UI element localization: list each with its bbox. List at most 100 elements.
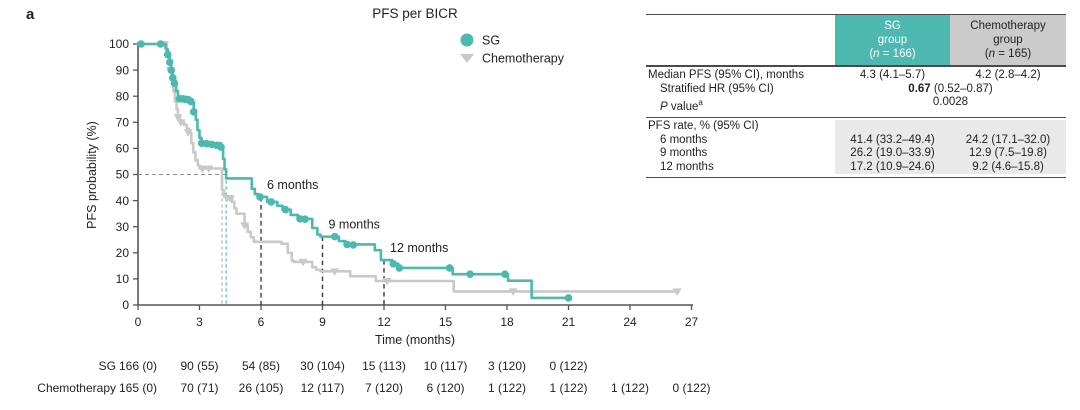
header-sg-group: SG group (n = 166)	[835, 15, 950, 65]
results-table-rate-section: PFS rate, % (95% CI) 6 months 41.4 (33.2…	[646, 117, 1066, 177]
pfs-rate-9mo-row: 9 months 26.2 (19.0–33.9) 12.9 (7.5–19.8…	[646, 147, 1066, 161]
results-table: SG group (n = 166) Chemotherapy group (n…	[646, 14, 1066, 179]
censor-mark-triangle	[382, 277, 392, 286]
censor-mark-circle	[389, 259, 398, 268]
x-tick-label: 12	[377, 315, 391, 329]
p-value-value: 0.0028	[932, 96, 969, 108]
x-tick-label: 0	[135, 315, 142, 329]
sg-group-line1: SG	[884, 20, 901, 32]
chemo-group-line1: Chemotherapy	[970, 20, 1046, 32]
km-curve-chemotherapy	[136, 42, 680, 293]
pfs-rate-12mo-row: 12 months 17.2 (10.9–24.6) 9.2 (4.6–15.8…	[646, 160, 1066, 175]
pfs-rate-6mo-label: 6 months	[660, 133, 708, 146]
legend: SG Chemotherapy	[460, 33, 565, 66]
at-risk-value: 54 (85)	[242, 359, 280, 373]
y-tick-label: 30	[116, 220, 130, 234]
x-tick-label: 9	[319, 315, 326, 329]
pfs-rate-9mo-label: 9 months	[660, 147, 708, 160]
x-tick-label: 3	[196, 315, 203, 329]
chart-title: PFS per BICR	[372, 6, 458, 21]
landmark-label: 6 months	[267, 178, 318, 192]
pfs-rate-12mo-chemo: 9.2 (4.6–15.8)	[950, 160, 1066, 175]
x-tick-label: 15	[439, 315, 453, 329]
censor-mark-circle	[395, 264, 404, 272]
at-risk-value: 1 (122)	[488, 381, 526, 395]
chemo-triangle-marker-icon	[460, 54, 474, 63]
stratified-hr-label: Stratified HR (95% CI)	[660, 82, 774, 95]
at-risk-value: 26 (105)	[239, 381, 284, 395]
at-risk-value: 15 (113)	[362, 359, 406, 373]
y-tick-label: 90	[116, 63, 130, 77]
censor-mark-circle	[445, 264, 454, 272]
censor-mark-triangle	[298, 258, 308, 267]
at-risk-value: 12 (117)	[301, 381, 345, 395]
y-tick-label: 50	[116, 168, 130, 182]
x-tick-label: 24	[623, 315, 637, 329]
y-tick-label: 0	[122, 298, 129, 312]
at-risk-value: 7 (120)	[365, 381, 403, 395]
y-tick-label: 60	[116, 142, 130, 156]
y-tick-label: 80	[116, 89, 130, 103]
censor-mark-circle	[256, 193, 264, 201]
at-risk-value: 10 (117)	[424, 359, 468, 373]
at-risk-row-label: Chemotherapy	[37, 381, 116, 395]
pfs-rate-header-label: PFS rate, % (95% CI)	[648, 120, 759, 133]
pfs-rate-header-spacer	[835, 120, 1066, 134]
censor-mark-triangle	[173, 114, 183, 122]
y-tick-label: 40	[116, 194, 130, 208]
censor-mark-triangle	[198, 165, 208, 173]
median-pfs-row: Median PFS (95% CI), months 4.3 (4.1–5.7…	[646, 69, 1066, 83]
median-pfs-label: Median PFS (95% CI), months	[648, 69, 804, 81]
y-tick-label: 20	[116, 246, 130, 260]
pfs-rate-9mo-sg: 26.2 (19.0–33.9)	[835, 147, 950, 161]
censor-mark-circle	[167, 66, 176, 74]
chemo-group-n: (n = 165)	[984, 48, 1032, 60]
censor-mark-triangle	[183, 129, 193, 137]
panel-label: a	[26, 6, 35, 23]
censor-mark-triangle	[240, 222, 250, 230]
x-tick-label: 6	[258, 315, 265, 329]
sg-group-n: (n = 166)	[869, 48, 916, 60]
stratified-hr-value: 0.67 (0.52–0.87)	[908, 82, 993, 95]
landmark-label: 9 months	[329, 218, 380, 232]
at-risk-value: 70 (71)	[180, 381, 218, 395]
censor-mark-triangle	[176, 119, 186, 127]
at-risk-row-label: SG	[99, 359, 116, 373]
censor-mark-triangle	[204, 165, 214, 173]
landmark-label: 12 months	[390, 241, 448, 255]
x-axis-title: Time (months)	[375, 333, 455, 347]
median-pfs-chemo-value: 4.2 (2.8–4.2)	[975, 69, 1041, 81]
censor-mark-triangle	[508, 288, 518, 296]
at-risk-value: 0 (122)	[672, 381, 710, 395]
legend-sg-label: SG	[482, 34, 500, 48]
x-tick-label: 18	[500, 315, 514, 329]
p-value-row: P valuea 0.0028	[646, 96, 1066, 114]
y-tick-label: 100	[109, 37, 129, 51]
censor-mark-circle	[217, 143, 225, 151]
censor-mark-circle	[189, 108, 198, 116]
pfs-rate-6mo-row: 6 months 41.4 (33.2–49.4) 24.2 (17.1–32.…	[646, 133, 1066, 148]
censor-mark-triangle	[330, 268, 340, 276]
legend-chemo-label: Chemotherapy	[482, 52, 565, 66]
censor-mark-circle	[187, 97, 195, 106]
y-axis-title: PFS probability (%)	[85, 121, 99, 229]
sg-circle-marker-icon	[460, 33, 474, 47]
censor-mark-triangle	[225, 195, 235, 203]
pfs-rate-9mo-chemo: 12.9 (7.5–19.8)	[950, 147, 1066, 161]
censor-mark-circle	[267, 198, 276, 206]
stratified-hr-row: Stratified HR (95% CI) 0.67 (0.52–0.87)	[646, 83, 1066, 97]
at-risk-value: 3 (120)	[488, 359, 526, 373]
at-risk-value: 166 (0)	[119, 359, 157, 373]
pfs-rate-header-row: PFS rate, % (95% CI)	[646, 120, 1066, 134]
pfs-rate-12mo-label: 12 months	[660, 160, 714, 173]
censor-mark-circle	[156, 40, 165, 48]
censor-mark-circle	[137, 40, 145, 48]
x-tick-label: 27	[685, 315, 699, 329]
at-risk-value: 1 (122)	[549, 381, 587, 395]
censor-mark-circle	[349, 241, 358, 249]
censor-mark-circle	[163, 50, 172, 59]
median-pfs-sg-value: 4.3 (4.1–5.7)	[859, 69, 926, 81]
censor-mark-circle	[501, 270, 509, 279]
at-risk-value: 1 (122)	[611, 381, 649, 395]
censor-mark-triangle	[672, 288, 682, 296]
